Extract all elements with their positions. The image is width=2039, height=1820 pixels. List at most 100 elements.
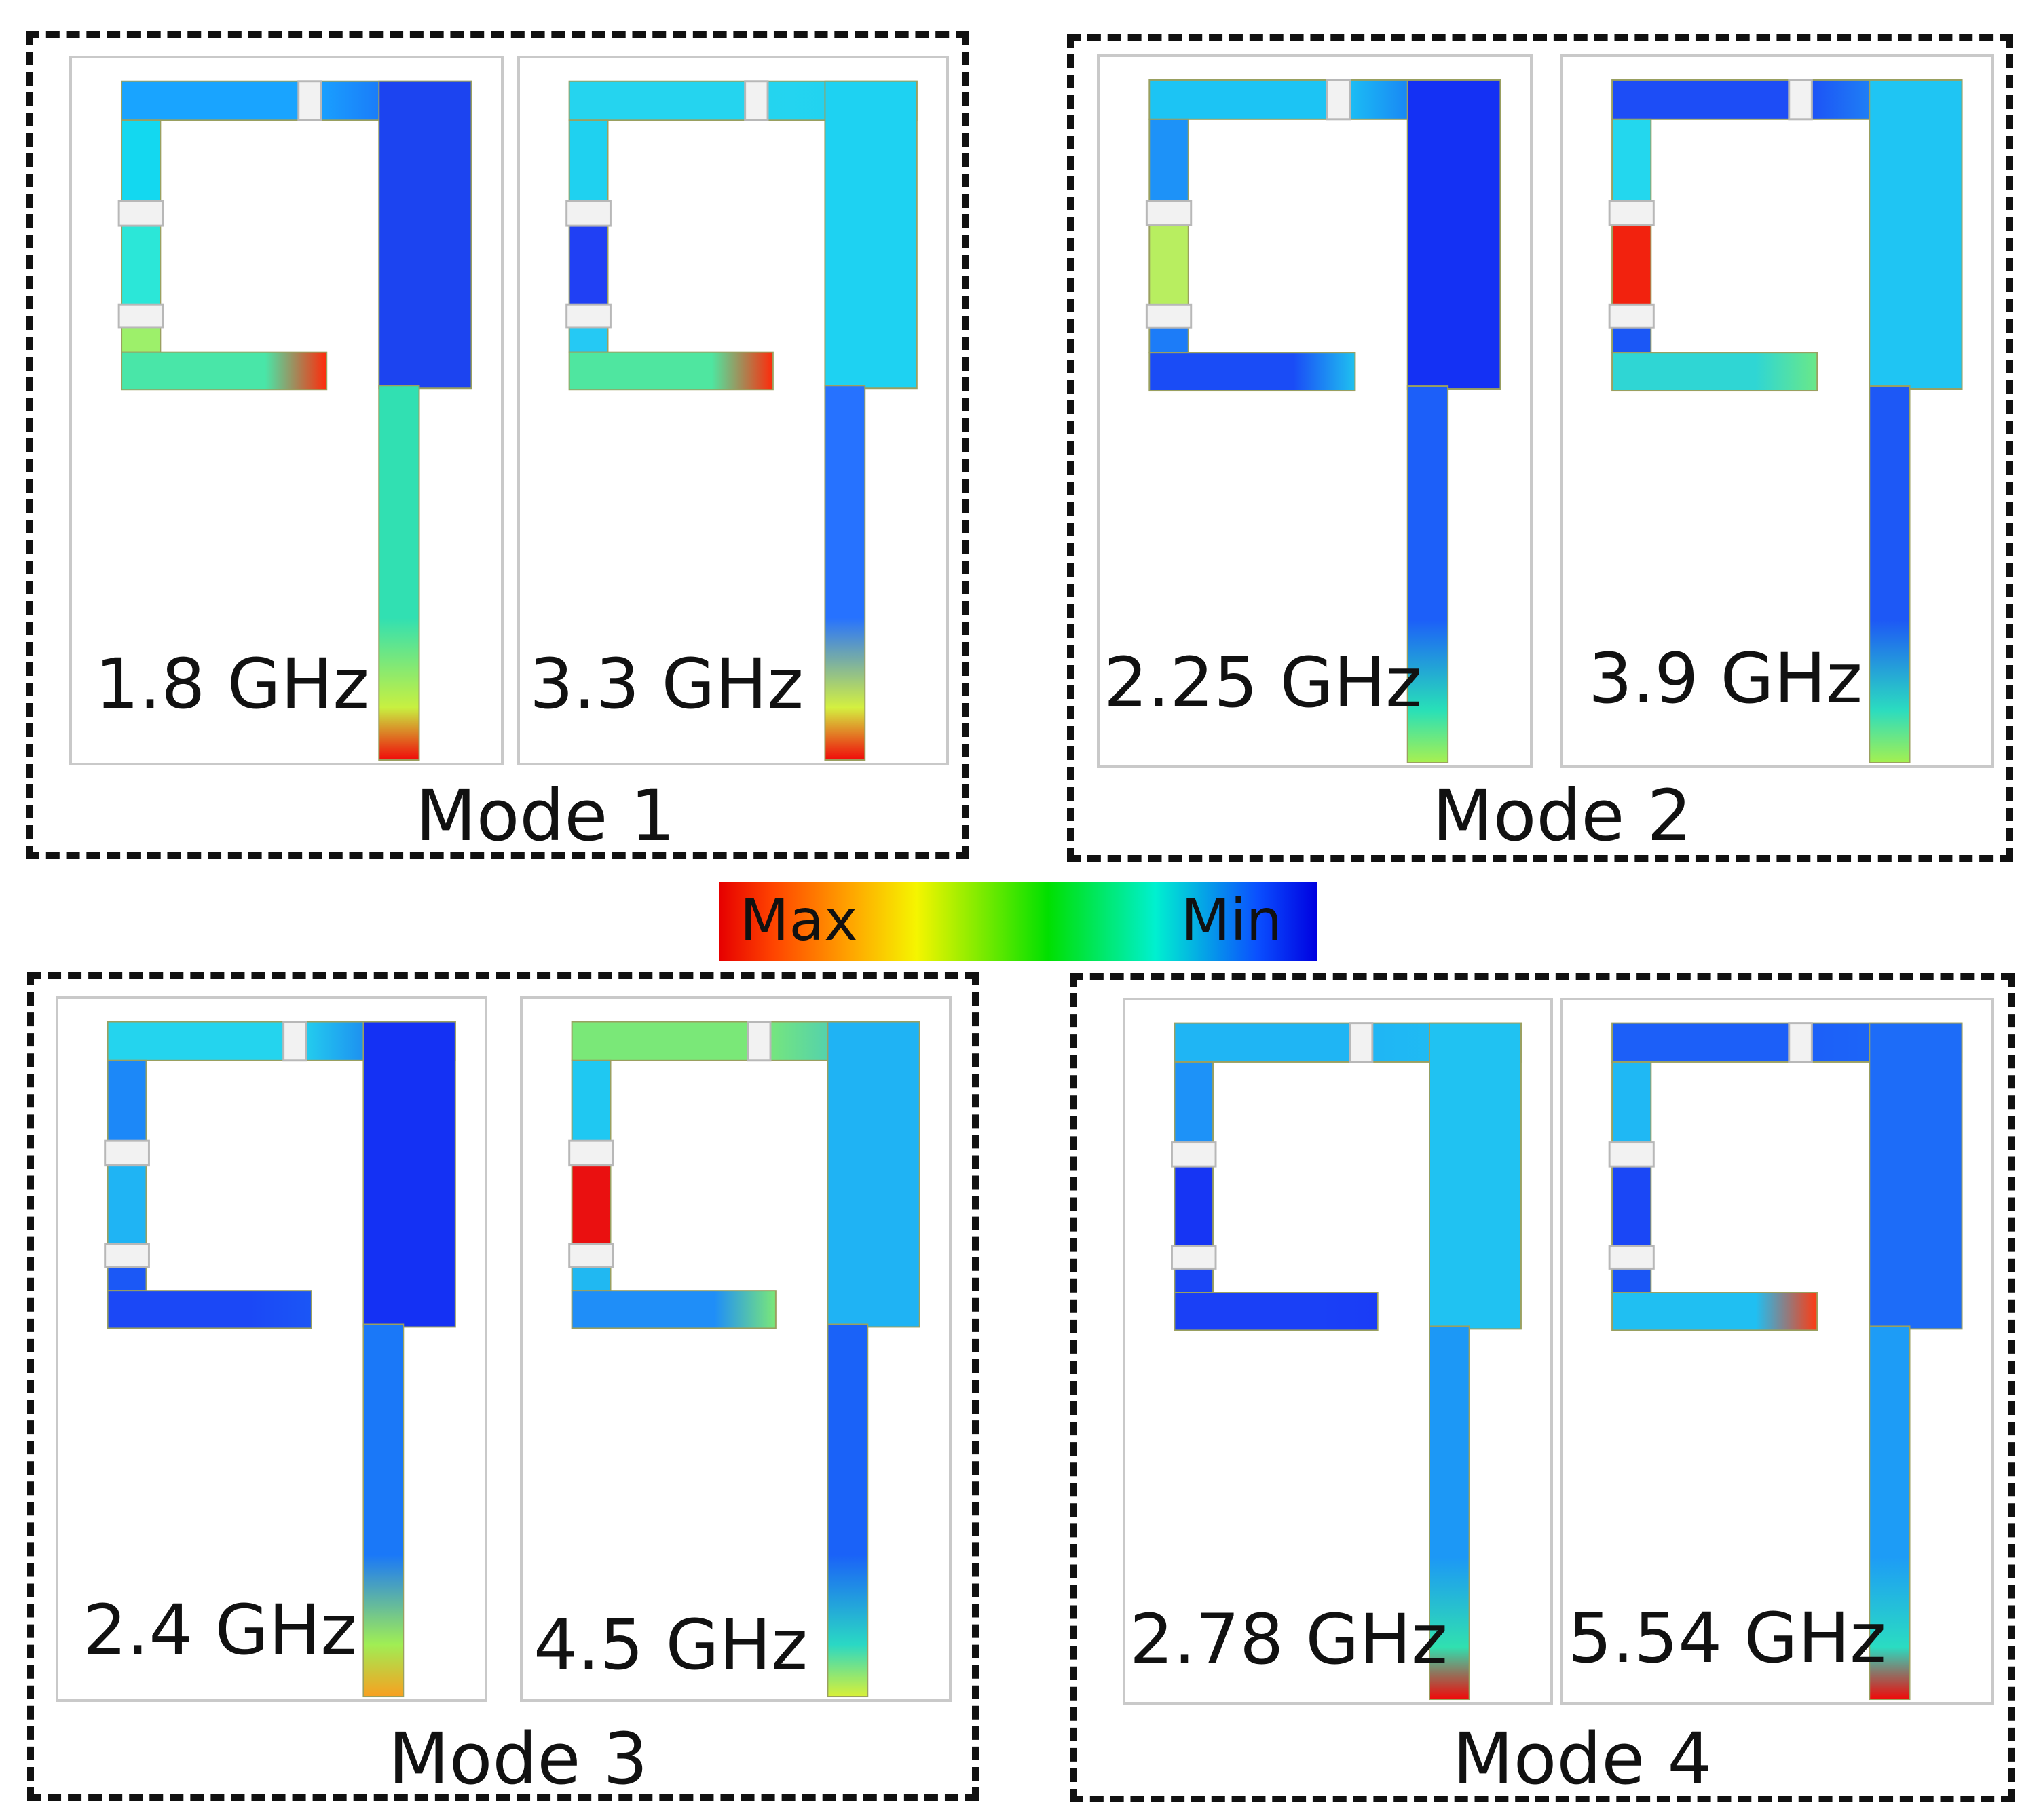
feed-stem xyxy=(1429,1325,1470,1701)
lumped-element-left-1 xyxy=(568,1139,614,1167)
field-panel-m1a xyxy=(69,56,504,765)
antenna-field-plot xyxy=(104,1021,456,1698)
lumped-element-top xyxy=(1788,1022,1813,1063)
left-arm-upper xyxy=(1148,118,1189,202)
lumped-element-left-2 xyxy=(104,1243,150,1268)
feed-patch xyxy=(362,1021,456,1328)
lumped-element-left-2 xyxy=(565,303,612,329)
lumped-element-left-1 xyxy=(1608,200,1655,227)
mode-label-2: Mode 2 xyxy=(1432,774,1692,857)
left-arm-middle xyxy=(1611,1166,1652,1247)
color-scale-min-label: Min xyxy=(1181,887,1283,953)
lumped-element-left-2 xyxy=(1171,1245,1217,1270)
left-arm-middle xyxy=(107,1164,147,1245)
left-arm-lower xyxy=(1611,327,1652,354)
mode-label-4: Mode 4 xyxy=(1453,1718,1713,1800)
field-panel-m3b xyxy=(520,996,952,1702)
lumped-element-left-1 xyxy=(1171,1141,1217,1168)
lumped-element-top xyxy=(282,1021,307,1062)
field-panel-m1b xyxy=(517,56,949,765)
feed-patch xyxy=(378,80,472,390)
antenna-field-plot xyxy=(1145,79,1501,764)
bottom-arm xyxy=(1611,1292,1818,1331)
mode-label-1: Mode 1 xyxy=(415,774,675,857)
bottom-arm xyxy=(1174,1292,1379,1331)
feed-stem xyxy=(362,1323,405,1698)
left-arm-upper xyxy=(1611,1061,1652,1143)
left-arm-lower xyxy=(1174,1268,1214,1293)
feed-patch xyxy=(1429,1022,1522,1330)
left-arm-middle xyxy=(1174,1166,1214,1247)
left-arm-lower xyxy=(1611,1268,1652,1293)
frequency-label-m4b: 5.54 GHz xyxy=(1568,1598,1886,1679)
color-scale-max-label: Max xyxy=(740,887,858,953)
left-arm-upper xyxy=(1174,1061,1214,1143)
field-panel-m2b xyxy=(1560,54,1994,768)
feed-patch xyxy=(1869,79,1963,390)
antenna-field-plot xyxy=(117,80,472,761)
lumped-element-left-2 xyxy=(1145,303,1193,329)
bottom-arm xyxy=(107,1290,312,1329)
field-panel-m4b xyxy=(1560,998,1994,1705)
lumped-element-top xyxy=(1326,79,1351,121)
lumped-element-left-1 xyxy=(1145,200,1193,227)
lumped-element-left-2 xyxy=(568,1243,614,1268)
feed-stem xyxy=(1869,1325,1911,1701)
field-panel-m4a xyxy=(1123,998,1553,1705)
left-arm-upper xyxy=(1611,118,1652,202)
left-arm-upper xyxy=(107,1059,147,1142)
mode-label-3: Mode 3 xyxy=(388,1718,648,1800)
lumped-element-left-1 xyxy=(1608,1141,1655,1168)
lumped-element-top xyxy=(747,1021,772,1062)
lumped-element-left-1 xyxy=(565,200,612,227)
lumped-element-left-2 xyxy=(117,303,164,329)
frequency-label-m2a: 2.25 GHz xyxy=(1104,643,1422,723)
feed-stem xyxy=(378,385,420,761)
left-arm-upper xyxy=(571,1059,612,1142)
feed-patch xyxy=(827,1021,920,1328)
field-panel-m3a xyxy=(56,996,487,1702)
antenna-field-plot xyxy=(565,80,918,761)
left-arm-lower xyxy=(107,1266,147,1292)
frequency-label-m1a: 1.8 GHz xyxy=(95,644,369,725)
bottom-arm xyxy=(1148,352,1356,392)
color-scale-bar: Max Min xyxy=(719,882,1317,961)
lumped-element-top xyxy=(1349,1022,1374,1063)
antenna-field-plot xyxy=(568,1021,920,1698)
antenna-field-plot xyxy=(1171,1022,1522,1701)
lumped-element-left-2 xyxy=(1608,1245,1655,1270)
antenna-field-plot xyxy=(1608,79,1963,764)
mode-3-box xyxy=(27,972,979,1801)
left-arm-lower xyxy=(1148,327,1189,354)
feed-patch xyxy=(1406,79,1501,390)
feed-stem xyxy=(1406,385,1449,764)
lumped-element-top xyxy=(1788,79,1813,121)
lumped-element-left-1 xyxy=(104,1139,150,1167)
bottom-arm xyxy=(121,351,328,391)
frequency-label-m2b: 3.9 GHz xyxy=(1588,639,1863,719)
lumped-element-top xyxy=(744,80,769,121)
feed-stem xyxy=(824,385,866,761)
field-panel-m2a xyxy=(1097,54,1533,768)
left-arm-upper xyxy=(568,119,609,202)
left-arm-middle xyxy=(571,1164,612,1245)
frequency-label-m3a: 2.4 GHz xyxy=(83,1590,357,1671)
frequency-label-m4a: 2.78 GHz xyxy=(1129,1599,1448,1680)
left-arm-lower xyxy=(121,326,162,353)
bottom-arm xyxy=(571,1290,777,1329)
antenna-field-plot xyxy=(1608,1022,1963,1701)
feed-patch xyxy=(1869,1022,1963,1330)
mode-4-box xyxy=(1070,973,2015,1802)
feed-stem xyxy=(827,1323,869,1698)
frequency-label-m1b: 3.3 GHz xyxy=(529,644,804,725)
left-arm-middle xyxy=(121,225,162,306)
left-arm-lower xyxy=(568,326,609,353)
left-arm-middle xyxy=(568,225,609,306)
mode-2-box xyxy=(1067,34,2013,862)
lumped-element-left-2 xyxy=(1608,303,1655,329)
left-arm-upper xyxy=(121,119,162,202)
frequency-label-m3b: 4.5 GHz xyxy=(534,1605,808,1686)
left-arm-middle xyxy=(1148,224,1189,306)
mode-1-box xyxy=(26,31,969,859)
left-arm-middle xyxy=(1611,224,1652,306)
